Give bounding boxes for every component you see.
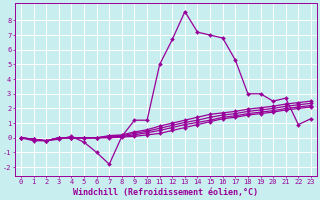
X-axis label: Windchill (Refroidissement éolien,°C): Windchill (Refroidissement éolien,°C) — [74, 188, 259, 197]
